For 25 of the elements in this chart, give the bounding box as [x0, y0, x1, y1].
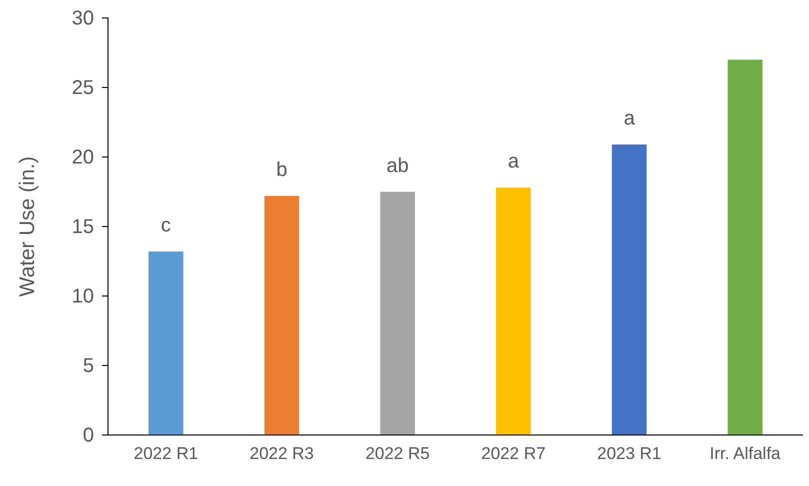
- annotation: c: [160, 214, 171, 237]
- x-tick-label: Irr. Alfalfa: [710, 444, 782, 464]
- annotation: a: [508, 150, 520, 173]
- y-tick-label: 30: [72, 7, 94, 30]
- bar: [148, 252, 184, 435]
- y-tick-label: 10: [72, 285, 94, 308]
- y-tick-label: 5: [82, 354, 94, 377]
- annotation: b: [276, 158, 288, 181]
- x-tick-label: 2022 R1: [134, 444, 198, 464]
- y-tick-label: 25: [72, 76, 94, 99]
- bar: [496, 188, 531, 435]
- y-tick-label: 0: [82, 424, 94, 446]
- y-tick-label: 20: [72, 146, 94, 168]
- x-tick-label: 2022 R5: [365, 444, 430, 464]
- y-tick-label: 15: [72, 216, 94, 238]
- x-tick-label: 2022 R3: [250, 444, 314, 464]
- annotation: ab: [386, 154, 409, 177]
- y-axis-title: Water Use (in.): [16, 156, 39, 297]
- annotation: a: [624, 107, 636, 130]
- bar: [612, 144, 647, 435]
- bar: [264, 196, 300, 435]
- x-tick-label: 2023 R1: [597, 444, 662, 464]
- x-tick-label: 2022 R7: [481, 444, 546, 464]
- bar: [728, 60, 762, 435]
- bar: [380, 192, 415, 435]
